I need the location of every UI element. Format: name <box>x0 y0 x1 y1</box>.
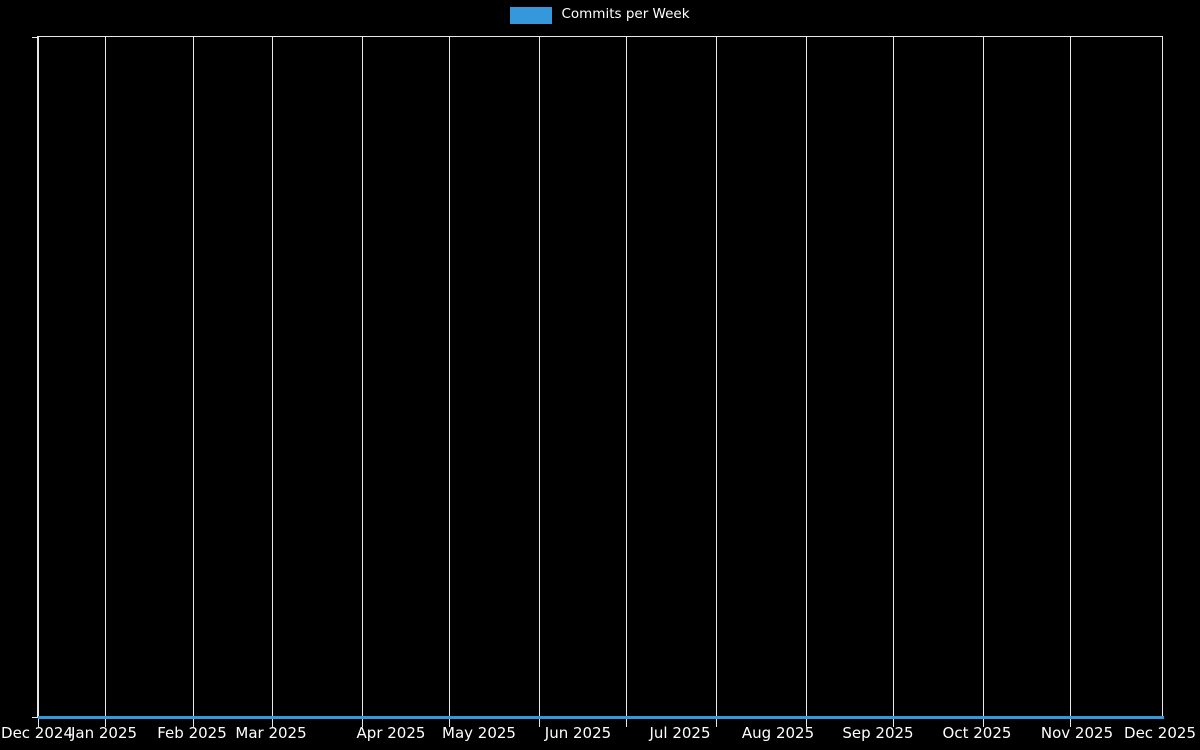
x-axis-label-oct-2025: Oct 2025 <box>942 724 1012 742</box>
legend-swatch-commits-per-week <box>510 6 553 24</box>
x-axis-label-nov-2025: Nov 2025 <box>1040 724 1114 742</box>
x-axis-label-apr-2025: Apr 2025 <box>356 724 426 742</box>
x-axis-label-mar-2025: Mar 2025 <box>235 724 307 742</box>
x-axis-tick-mark-oct-2025 <box>893 718 895 727</box>
chart-legend: Commits per Week <box>0 0 1200 30</box>
x-axis-label-jun-2025: Jun 2025 <box>544 724 612 742</box>
gridline-jan-2025 <box>105 37 107 717</box>
series-line-commits-per-week <box>38 716 1164 720</box>
x-axis-tick-mark-mar-2025 <box>272 718 274 727</box>
legend-label-commits-per-week: Commits per Week <box>561 6 690 23</box>
legend-entry-commits-per-week[interactable]: Commits per Week <box>510 6 690 24</box>
x-axis-tick-mark-aug-2025 <box>716 718 718 727</box>
gridline-dec-2025 <box>1070 37 1072 717</box>
x-axis-label-dec-2024: Dec 2024 <box>1 724 73 742</box>
x-axis-label-jan-2025: Jan 2025 <box>70 724 138 742</box>
gridline-may-2025 <box>449 37 451 717</box>
x-axis-label-sep-2025: Sep 2025 <box>842 724 914 742</box>
gridline-nov-2025 <box>983 37 985 717</box>
gridline-apr-2025 <box>362 37 364 717</box>
plot-area: 1 0 <box>32 36 1164 727</box>
x-axis-tick-mark-sep-2025 <box>806 718 808 727</box>
x-axis-tick-mark-jan-2025 <box>105 718 107 727</box>
x-axis-label-dec-2025: Dec 2025 <box>1124 724 1196 742</box>
x-axis-label-may-2025: May 2025 <box>442 724 516 742</box>
y-axis-tick-mark-top <box>32 37 38 39</box>
x-axis-tick-mark-feb-2025 <box>193 718 195 727</box>
x-axis-label-aug-2025: Aug 2025 <box>741 724 815 742</box>
x-axis-label-jul-2025: Jul 2025 <box>649 724 711 742</box>
gridline-jun-2025 <box>539 37 541 717</box>
x-axis-tick-mark-nov-2025 <box>983 718 985 727</box>
x-axis-tick-mark-jun-2025 <box>539 718 541 727</box>
gridline-sep-2025 <box>806 37 808 717</box>
x-axis-tick-mark-apr-2025 <box>362 718 364 727</box>
x-axis-tick-mark-may-2025 <box>449 718 451 727</box>
x-axis-label-feb-2025: Feb 2025 <box>157 724 227 742</box>
gridline-aug-2025 <box>716 37 718 717</box>
gridline-mar-2025 <box>272 37 274 717</box>
y-axis-tick-mark-bottom <box>32 717 38 719</box>
gridline-dec-2024 <box>38 37 40 717</box>
x-axis-tick-mark-dec-2024 <box>38 718 40 727</box>
gridline-feb-2025 <box>193 37 195 717</box>
x-axis-tick-mark-jul-2025 <box>626 718 628 727</box>
gridline-jul-2025 <box>626 37 628 717</box>
gridline-oct-2025 <box>893 37 895 717</box>
x-axis-tick-mark-dec-2025 <box>1070 718 1072 727</box>
